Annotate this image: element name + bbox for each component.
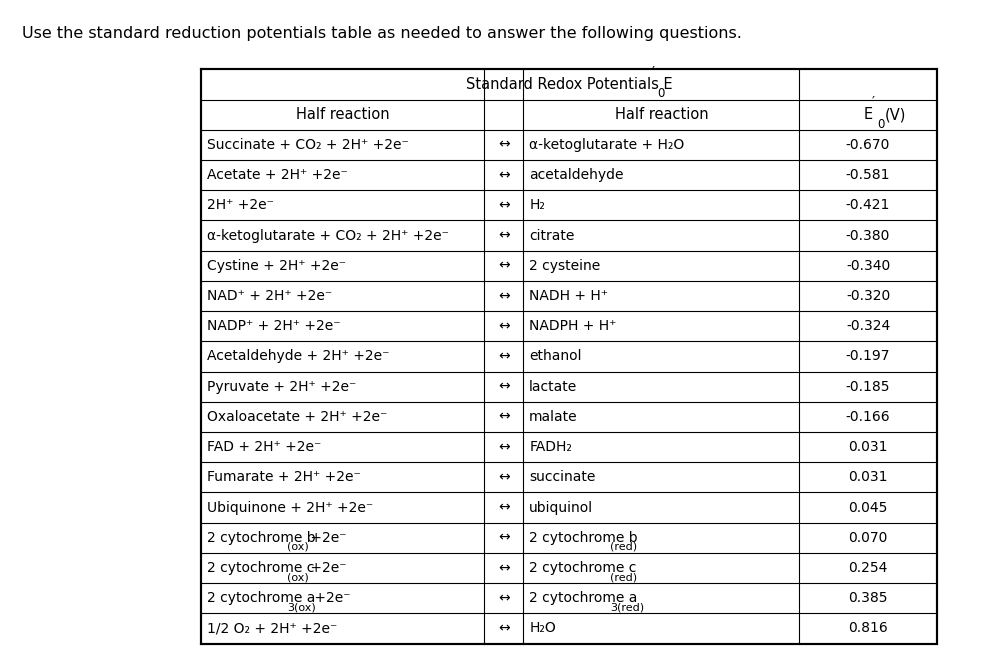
Text: 2 cysteine: 2 cysteine	[530, 259, 600, 273]
Text: 0.031: 0.031	[849, 471, 888, 484]
Text: acetaldehyde: acetaldehyde	[530, 168, 624, 182]
Text: -0.340: -0.340	[846, 259, 890, 273]
Text: 1/2 O₂ + 2H⁺ +2e⁻: 1/2 O₂ + 2H⁺ +2e⁻	[207, 621, 337, 636]
Text: NADP⁺ + 2H⁺ +2e⁻: NADP⁺ + 2H⁺ +2e⁻	[207, 319, 340, 333]
Text: (V): (V)	[885, 107, 906, 122]
Text: (red): (red)	[610, 542, 637, 552]
Text: Cystine + 2H⁺ +2e⁻: Cystine + 2H⁺ +2e⁻	[207, 259, 346, 273]
Text: -0.324: -0.324	[846, 319, 890, 333]
Text: 2 cytochrome b: 2 cytochrome b	[530, 531, 638, 544]
Text: (red): (red)	[610, 572, 637, 582]
Text: ↔: ↔	[498, 319, 510, 333]
Text: ↔: ↔	[498, 168, 510, 182]
Text: ↔: ↔	[498, 471, 510, 484]
Text: H₂: H₂	[530, 198, 545, 213]
Text: ↔: ↔	[498, 379, 510, 393]
Text: ↔: ↔	[498, 531, 510, 544]
Text: -0.581: -0.581	[846, 168, 891, 182]
Text: 0.070: 0.070	[849, 531, 888, 544]
Text: 0.045: 0.045	[849, 500, 888, 515]
Text: α-ketoglutarate + H₂O: α-ketoglutarate + H₂O	[530, 138, 685, 152]
Text: lactate: lactate	[530, 379, 578, 393]
Text: (ox): (ox)	[287, 542, 309, 552]
Text: FADH₂: FADH₂	[530, 440, 572, 454]
Text: ↔: ↔	[498, 621, 510, 636]
Text: ↔: ↔	[498, 259, 510, 273]
Text: H₂O: H₂O	[530, 621, 556, 636]
Text: ↔: ↔	[498, 561, 510, 575]
Text: (ox): (ox)	[287, 572, 309, 582]
Text: 2 cytochrome a: 2 cytochrome a	[530, 591, 638, 605]
Text: Ubiquinone + 2H⁺ +2e⁻: Ubiquinone + 2H⁺ +2e⁻	[207, 500, 373, 515]
Text: 2H⁺ +2e⁻: 2H⁺ +2e⁻	[207, 198, 274, 213]
Text: Acetate + 2H⁺ +2e⁻: Acetate + 2H⁺ +2e⁻	[207, 168, 348, 182]
Text: 3(red): 3(red)	[610, 602, 644, 612]
Text: ↔: ↔	[498, 198, 510, 213]
Text: ↔: ↔	[498, 591, 510, 605]
Text: 2 cytochrome c: 2 cytochrome c	[530, 561, 637, 575]
Text: Succinate + CO₂ + 2H⁺ +2e⁻: Succinate + CO₂ + 2H⁺ +2e⁻	[207, 138, 409, 152]
Text: Acetaldehyde + 2H⁺ +2e⁻: Acetaldehyde + 2H⁺ +2e⁻	[207, 349, 389, 364]
Text: Half reaction: Half reaction	[296, 107, 389, 122]
Text: 2 cytochrome b: 2 cytochrome b	[207, 531, 316, 544]
Text: 0.254: 0.254	[849, 561, 888, 575]
Text: ubiquinol: ubiquinol	[530, 500, 594, 515]
Text: +2e⁻: +2e⁻	[306, 531, 346, 544]
Text: +2e⁻: +2e⁻	[306, 561, 346, 575]
Text: malate: malate	[530, 410, 578, 424]
Text: Half reaction: Half reaction	[614, 107, 708, 122]
Text: -0.421: -0.421	[846, 198, 890, 213]
Text: ↔: ↔	[498, 289, 510, 303]
Text: -0.380: -0.380	[846, 228, 890, 242]
Text: 0.385: 0.385	[849, 591, 888, 605]
Text: NAD⁺ + 2H⁺ +2e⁻: NAD⁺ + 2H⁺ +2e⁻	[207, 289, 333, 303]
Text: -0.670: -0.670	[846, 138, 890, 152]
Text: α-ketoglutarate + CO₂ + 2H⁺ +2e⁻: α-ketoglutarate + CO₂ + 2H⁺ +2e⁻	[207, 228, 449, 242]
Text: 0: 0	[657, 87, 664, 100]
Text: +2e⁻: +2e⁻	[311, 591, 351, 605]
Text: E: E	[863, 107, 873, 122]
Text: Pyruvate + 2H⁺ +2e⁻: Pyruvate + 2H⁺ +2e⁻	[207, 379, 356, 393]
Text: 0: 0	[877, 117, 884, 131]
Text: -0.197: -0.197	[846, 349, 891, 364]
Text: Standard Redox Potentials E: Standard Redox Potentials E	[466, 77, 672, 92]
Text: ↔: ↔	[498, 440, 510, 454]
Text: ′: ′	[652, 65, 655, 78]
Text: ↔: ↔	[498, 349, 510, 364]
Text: succinate: succinate	[530, 471, 595, 484]
Text: ′: ′	[872, 95, 875, 108]
Text: ethanol: ethanol	[530, 349, 582, 364]
Text: ↔: ↔	[498, 138, 510, 152]
Text: 0.031: 0.031	[849, 440, 888, 454]
Text: Fumarate + 2H⁺ +2e⁻: Fumarate + 2H⁺ +2e⁻	[207, 471, 361, 484]
Text: ↔: ↔	[498, 228, 510, 242]
Text: 2 cytochrome a: 2 cytochrome a	[207, 591, 315, 605]
Text: 3(ox): 3(ox)	[287, 602, 316, 612]
Text: Oxaloacetate + 2H⁺ +2e⁻: Oxaloacetate + 2H⁺ +2e⁻	[207, 410, 387, 424]
Text: 2 cytochrome c: 2 cytochrome c	[207, 561, 314, 575]
Bar	[201, 69, 937, 644]
Text: Use the standard reduction potentials table as needed to answer the following qu: Use the standard reduction potentials ta…	[22, 26, 742, 42]
Text: -0.185: -0.185	[846, 379, 891, 393]
Text: FAD + 2H⁺ +2e⁻: FAD + 2H⁺ +2e⁻	[207, 440, 322, 454]
Text: -0.166: -0.166	[846, 410, 891, 424]
Text: ↔: ↔	[498, 410, 510, 424]
Text: 0.816: 0.816	[849, 621, 888, 636]
Text: NADPH + H⁺: NADPH + H⁺	[530, 319, 617, 333]
Text: citrate: citrate	[530, 228, 575, 242]
Text: ↔: ↔	[498, 500, 510, 515]
Text: -0.320: -0.320	[846, 289, 890, 303]
Text: NADH + H⁺: NADH + H⁺	[530, 289, 608, 303]
